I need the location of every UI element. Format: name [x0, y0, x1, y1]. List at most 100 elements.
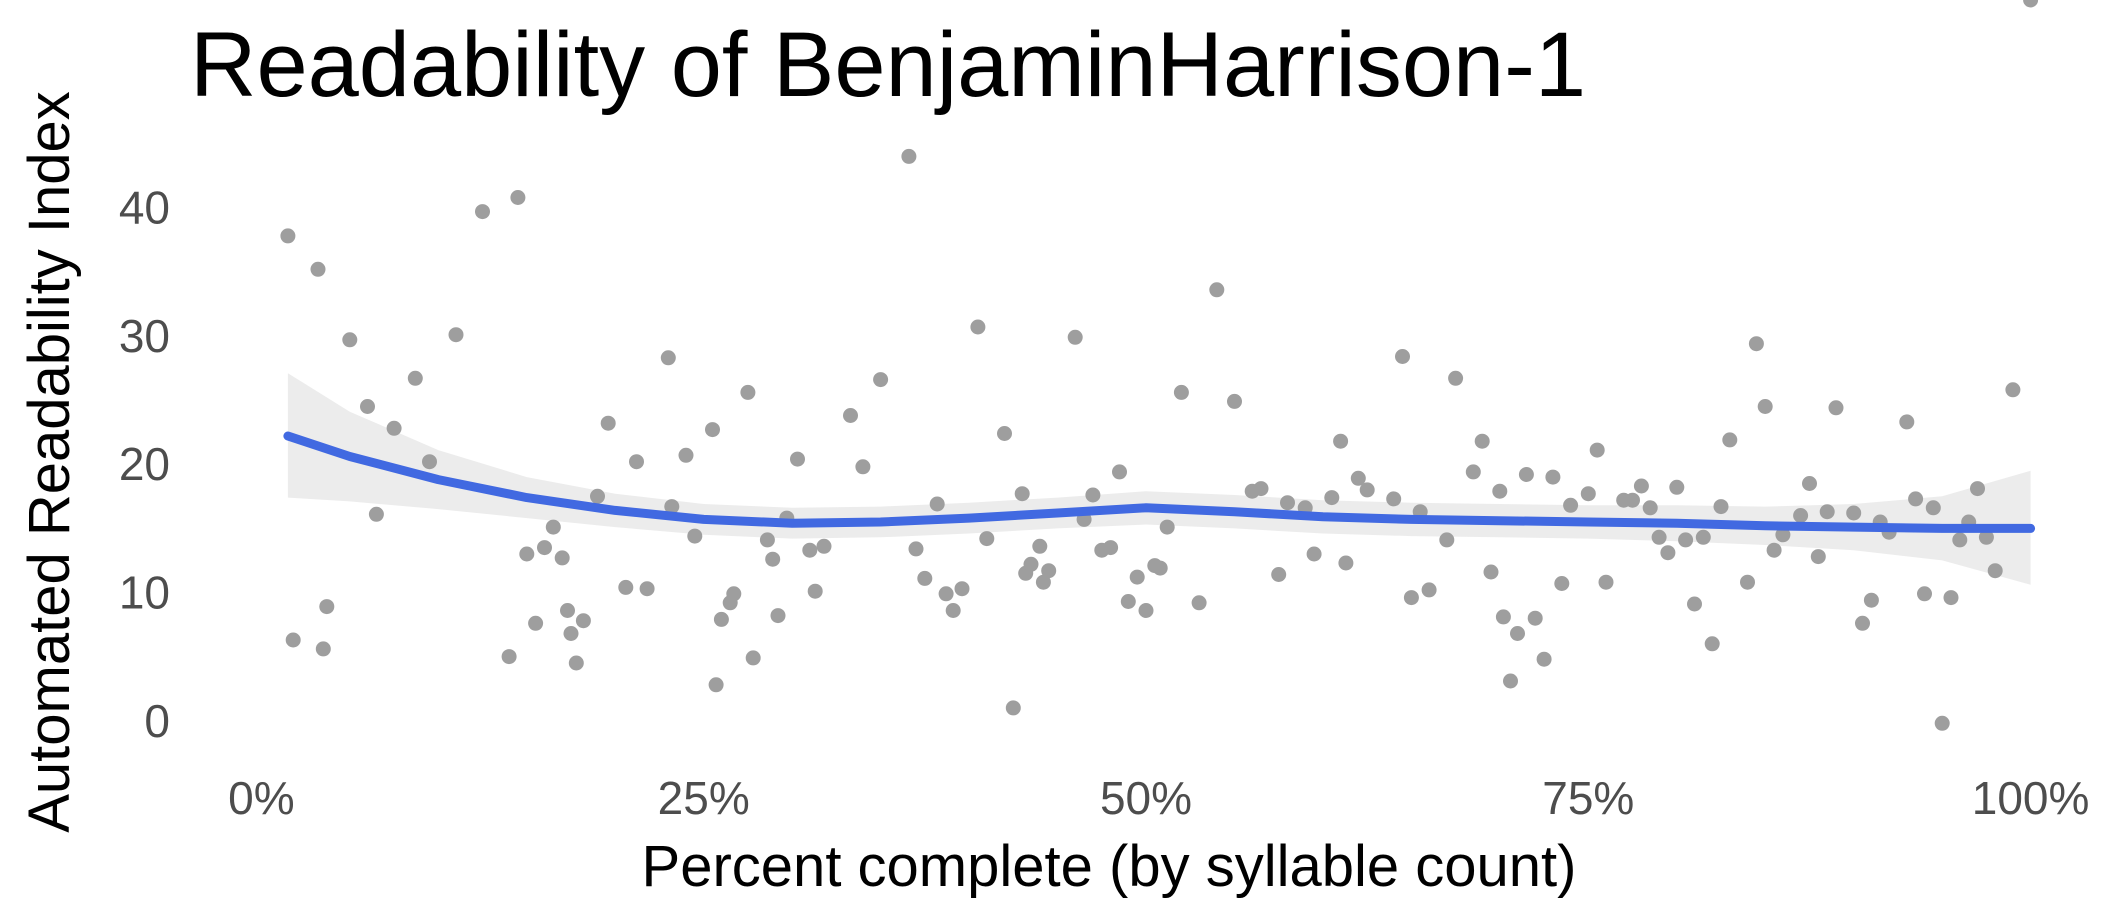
data-point: [342, 332, 358, 348]
data-point: [1510, 626, 1525, 641]
data-point: [1112, 464, 1127, 480]
data-point: [1495, 609, 1511, 625]
data-point: [422, 454, 437, 470]
data-point: [954, 581, 970, 597]
data-point: [1917, 586, 1932, 602]
data-point: [1271, 567, 1287, 582]
data-point: [1748, 336, 1764, 352]
data-point: [908, 541, 924, 557]
data-point: [1855, 615, 1870, 631]
data-point: [554, 550, 570, 566]
chart-title: Readability of BenjaminHarrison-1: [190, 14, 1586, 116]
data-point: [1103, 540, 1119, 556]
data-point: [537, 540, 552, 556]
data-point: [770, 608, 786, 624]
data-point: [1503, 673, 1518, 689]
data-point: [639, 581, 655, 597]
data-point: [501, 649, 517, 665]
data-point: [590, 488, 605, 504]
data-point: [2023, 0, 2039, 8]
data-point: [575, 613, 591, 629]
data-point: [1554, 576, 1570, 591]
data-point: [901, 148, 917, 164]
data-point: [678, 447, 694, 463]
data-point: [740, 384, 756, 400]
data-point: [1925, 500, 1941, 516]
data-point: [1138, 603, 1154, 618]
data-point: [1545, 469, 1561, 485]
data-point: [1483, 564, 1499, 580]
data-point: [1978, 529, 1994, 545]
trend-line-layer: [283, 431, 2036, 533]
data-point: [664, 499, 680, 515]
data-point: [726, 586, 742, 602]
data-point: [1589, 442, 1605, 458]
data-point: [1280, 495, 1295, 511]
data-point: [1350, 470, 1366, 486]
data-point: [970, 319, 986, 335]
confidence-band: [287, 373, 2031, 585]
data-point: [407, 370, 423, 386]
data-point: [713, 611, 729, 627]
data-point: [1943, 590, 1959, 606]
x-axis-title: Percent complete (by syllable count): [642, 834, 1577, 899]
data-point: [545, 519, 561, 535]
data-point: [1253, 481, 1269, 497]
data-point: [1695, 529, 1711, 545]
data-point: [1678, 532, 1694, 548]
data-point: [1152, 560, 1168, 576]
data-point: [1740, 574, 1755, 590]
data-point: [1403, 590, 1419, 606]
y-tick-label: 10: [119, 567, 170, 619]
data-point: [519, 546, 535, 562]
y-tick-label: 30: [119, 310, 170, 362]
data-point: [528, 615, 544, 631]
data-point: [1810, 549, 1826, 565]
data-point: [765, 551, 781, 567]
data-point: [1846, 505, 1862, 521]
data-point: [1757, 399, 1773, 414]
data-point: [1625, 492, 1640, 508]
data-point: [1802, 476, 1817, 491]
data-point: [1642, 500, 1658, 516]
data-point: [855, 459, 871, 475]
data-point: [1067, 329, 1083, 345]
data-point: [475, 204, 490, 220]
data-point: [705, 422, 720, 438]
data-point: [1863, 592, 1879, 608]
data-point: [600, 415, 616, 431]
data-point: [618, 579, 634, 595]
data-point: [280, 228, 296, 244]
data-point: [1598, 574, 1614, 590]
data-point: [1722, 432, 1738, 448]
data-point: [1492, 483, 1508, 499]
data-point: [1227, 393, 1242, 409]
data-point: [1704, 636, 1720, 652]
trend-line: [283, 431, 2036, 533]
data-point: [1819, 504, 1835, 520]
data-point: [1395, 349, 1410, 364]
data-point: [759, 532, 775, 548]
data-point: [1209, 282, 1225, 298]
data-point: [660, 350, 676, 366]
data-point: [510, 190, 526, 205]
data-point: [1324, 490, 1340, 506]
data-point: [285, 632, 301, 648]
data-point: [1713, 499, 1729, 515]
y-tick-label: 40: [119, 182, 170, 234]
data-point: [629, 454, 644, 470]
data-point: [1386, 491, 1402, 507]
data-point: [1580, 486, 1596, 502]
data-point: [1908, 491, 1924, 507]
data-point: [315, 641, 331, 657]
data-point: [929, 496, 945, 512]
data-point: [1306, 546, 1322, 562]
data-point: [938, 586, 954, 602]
data-point: [997, 426, 1012, 441]
data-point: [816, 538, 832, 554]
data-point: [1421, 582, 1437, 598]
data-point: [1669, 479, 1685, 495]
data-point: [568, 655, 584, 671]
data-point: [1023, 556, 1039, 572]
